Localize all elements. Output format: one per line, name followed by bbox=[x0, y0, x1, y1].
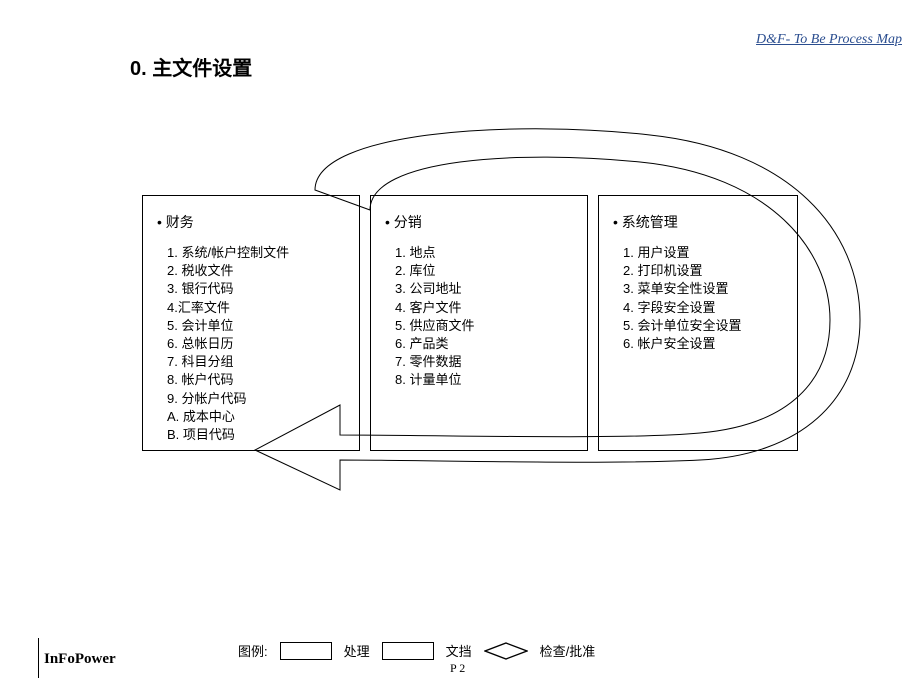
list-item: 6. 帐户安全设置 bbox=[623, 335, 783, 353]
list-item: B. 项目代码 bbox=[167, 426, 345, 444]
footer-brand: InFoPower bbox=[44, 651, 116, 668]
box-finance: • 财务 1. 系统/帐户控制文件 2. 税收文件 3. 银行代码 4.汇率文件… bbox=[142, 195, 360, 451]
list-item: 5. 会计单位安全设置 bbox=[623, 317, 783, 335]
list-item: 1. 系统/帐户控制文件 bbox=[167, 244, 345, 262]
box-list: 1. 系统/帐户控制文件 2. 税收文件 3. 银行代码 4.汇率文件 5. 会… bbox=[157, 244, 345, 444]
list-item: 3. 银行代码 bbox=[167, 280, 345, 298]
list-item: 5. 供应商文件 bbox=[395, 317, 573, 335]
list-item: A. 成本中心 bbox=[167, 408, 345, 426]
legend-process-text: 处理 bbox=[344, 641, 370, 660]
list-item: 1. 用户设置 bbox=[623, 244, 783, 262]
list-item: 5. 会计单位 bbox=[167, 317, 345, 335]
list-item: 1. 地点 bbox=[395, 244, 573, 262]
legend-process-icon bbox=[280, 642, 332, 660]
box-title: • 系统管理 bbox=[613, 212, 783, 232]
list-item: 7. 零件数据 bbox=[395, 353, 573, 371]
box-system-admin: • 系统管理 1. 用户设置 2. 打印机设置 3. 菜单安全性设置 4. 字段… bbox=[598, 195, 798, 451]
list-item: 3. 菜单安全性设置 bbox=[623, 280, 783, 298]
list-item: 4.汇率文件 bbox=[167, 299, 345, 317]
list-item: 4. 客户文件 bbox=[395, 299, 573, 317]
list-item: 2. 税收文件 bbox=[167, 262, 345, 280]
list-item: 6. 总帐日历 bbox=[167, 335, 345, 353]
legend-decision-text: 检查/批准 bbox=[540, 641, 596, 660]
footer-page-number: P 2 bbox=[450, 661, 465, 676]
legend: 图例: 处理 文挡 检查/批准 bbox=[238, 641, 595, 660]
list-item: 9. 分帐户代码 bbox=[167, 390, 345, 408]
list-item: 7. 科目分组 bbox=[167, 353, 345, 371]
list-item: 8. 帐户代码 bbox=[167, 371, 345, 389]
legend-label: 图例: bbox=[238, 641, 268, 660]
footer-rule bbox=[38, 638, 39, 678]
page-title: 0. 主文件设置 bbox=[130, 52, 252, 81]
list-item: 4. 字段安全设置 bbox=[623, 299, 783, 317]
list-item: 6. 产品类 bbox=[395, 335, 573, 353]
header-link[interactable]: D&F- To Be Process Map bbox=[756, 32, 902, 48]
legend-document-icon bbox=[382, 642, 434, 660]
box-list: 1. 用户设置 2. 打印机设置 3. 菜单安全性设置 4. 字段安全设置 5.… bbox=[613, 244, 783, 353]
box-list: 1. 地点 2. 库位 3. 公司地址 4. 客户文件 5. 供应商文件 6. … bbox=[385, 244, 573, 390]
list-item: 3. 公司地址 bbox=[395, 280, 573, 298]
box-title: • 财务 bbox=[157, 212, 345, 232]
list-item: 2. 打印机设置 bbox=[623, 262, 783, 280]
list-item: 8. 计量单位 bbox=[395, 371, 573, 389]
box-distribution: • 分销 1. 地点 2. 库位 3. 公司地址 4. 客户文件 5. 供应商文… bbox=[370, 195, 588, 451]
box-title: • 分销 bbox=[385, 212, 573, 232]
list-item: 2. 库位 bbox=[395, 262, 573, 280]
legend-document-text: 文挡 bbox=[446, 641, 472, 660]
legend-decision-icon bbox=[484, 642, 528, 660]
